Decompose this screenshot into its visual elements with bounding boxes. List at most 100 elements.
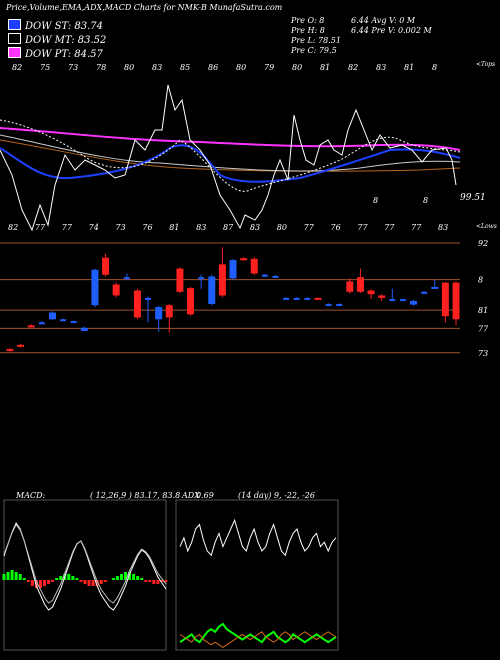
price-axis-label: 77: [478, 324, 489, 333]
candle-body: [240, 258, 248, 261]
macd-hist-bar: [99, 580, 103, 584]
price-axis-label: 92: [478, 239, 488, 248]
macd-hist-bar: [43, 580, 46, 586]
macd-hist-bar: [26, 580, 30, 582]
bottom-tick-label: 77: [357, 223, 368, 232]
macd-hist-bar: [111, 578, 115, 580]
candle-body: [261, 274, 268, 277]
candle-body: [346, 281, 354, 292]
candle-body: [187, 288, 195, 315]
candle-body: [176, 268, 184, 292]
stat-avg-volume: 6.44 Avg V: 0 M: [351, 16, 416, 25]
macd-hist-bar: [30, 580, 34, 586]
ema-mid-line: [0, 134, 461, 172]
candle-body: [367, 290, 375, 295]
macd-hist-bar: [140, 578, 144, 580]
bottom-tick-label: 77: [384, 223, 395, 232]
macd-title: MACD:: [16, 491, 46, 500]
macd-hist-bar: [18, 574, 22, 580]
bottom-tick-label: 77: [62, 223, 73, 232]
macd-hist-bar: [10, 570, 14, 580]
candle-body: [356, 277, 364, 292]
candle-body: [208, 276, 216, 304]
macd-hist-bar: [128, 572, 132, 580]
price-gridlines: [0, 242, 460, 354]
macd-histogram: [2, 570, 168, 588]
candle-body: [452, 282, 460, 320]
macd-hist-bar: [124, 572, 127, 580]
lows-label: <Lows: [476, 223, 497, 230]
macd-hist-bar: [55, 578, 59, 580]
legend-dow-st: DOW ST: 83.74: [8, 19, 103, 32]
top-tick-labels: 82 75 73 78 80 83 85 86 80 79 80 81 82 83 81 8: [12, 63, 437, 72]
macd-hist-bar: [95, 580, 99, 586]
bottom-tick-label: 74: [89, 223, 99, 232]
bottom-tick-label: 87: [223, 223, 234, 232]
candle-body: [38, 322, 45, 325]
macd-hist-bar: [91, 580, 95, 586]
candle-body: [27, 325, 35, 328]
macd-hist-bar: [67, 574, 71, 580]
macd-hist-bar: [83, 580, 87, 584]
macd-lines: [3, 521, 167, 611]
candle-body: [112, 284, 120, 296]
macd-hist-bar: [6, 572, 10, 580]
candle-body: [421, 291, 428, 294]
legend-label-st: DOW ST: 83.74: [25, 21, 104, 32]
legend-dow-pt: DOW PT: 84.57: [8, 47, 103, 60]
price-line: [0, 84, 457, 232]
bottom-tick-label: 77: [304, 223, 315, 232]
bottom-tick-label: 77: [35, 223, 46, 232]
legend-swatch-st: [8, 19, 21, 30]
candle-body: [399, 299, 406, 302]
top-right-value: 99.51: [460, 193, 486, 203]
macd-hist-bar: [148, 580, 152, 582]
candle-body: [80, 327, 88, 331]
top-tick-label: 8: [432, 63, 437, 72]
candle-body: [389, 299, 396, 302]
macd-hist-bar: [75, 578, 79, 580]
stat-pre-volume: 6.44 Pre V: 0.002 M: [351, 26, 432, 35]
adx-minus-di-line: [179, 631, 337, 649]
top-tick-label: 81: [404, 63, 414, 72]
candle-body: [70, 321, 77, 324]
adx-subtitle: 0.69: [196, 491, 214, 500]
legend-label-pt: DOW PT: 84.57: [25, 49, 103, 60]
candle-body: [325, 304, 332, 306]
candle-body: [410, 300, 418, 305]
bottom-tick-labels: 82 77 77 74 73 76 81 83 87 83 80 77 76 77 77 77 83: [8, 223, 448, 232]
top-tick-label: 82: [348, 63, 358, 72]
bottom-tick-label: 76: [331, 223, 341, 232]
macd-hist-bar: [136, 576, 140, 580]
top-tick-label: 81: [320, 63, 330, 72]
macd-hist-bar: [59, 576, 63, 580]
macd-hist-bar: [164, 580, 168, 582]
top-tick-label: 78: [96, 63, 106, 72]
bottom-tick-label: 80: [277, 223, 287, 232]
candle-body: [165, 305, 173, 318]
candle-body: [123, 277, 130, 280]
macd-params: ( 12,26,9 ) 83.17, 83.8: [90, 491, 181, 500]
candle-body: [293, 297, 300, 300]
candle-body: [283, 297, 290, 300]
legend-label-mt: DOW MT: 83.52: [25, 35, 107, 46]
tops-label: <Tops: [476, 61, 496, 68]
price-axis-label: 73: [478, 349, 488, 358]
macd-hist-bar: [103, 580, 107, 582]
top-tick-label: 83: [376, 63, 386, 72]
bottom-tick-label: 83: [196, 223, 206, 232]
bottom-tick-label: 83: [438, 223, 448, 232]
bottom-tick-label: 76: [142, 223, 152, 232]
macd-hist-bar: [79, 580, 83, 582]
macd-hist-bar: [156, 580, 160, 584]
top-tick-label: 75: [40, 63, 50, 72]
candle-body: [272, 275, 279, 278]
stat-pre-low: Pre L: 78.51: [291, 36, 341, 45]
stat-pre-high: Pre H: 8: [291, 26, 325, 35]
candle-body: [145, 297, 152, 300]
top-tick-label: 79: [264, 63, 274, 72]
